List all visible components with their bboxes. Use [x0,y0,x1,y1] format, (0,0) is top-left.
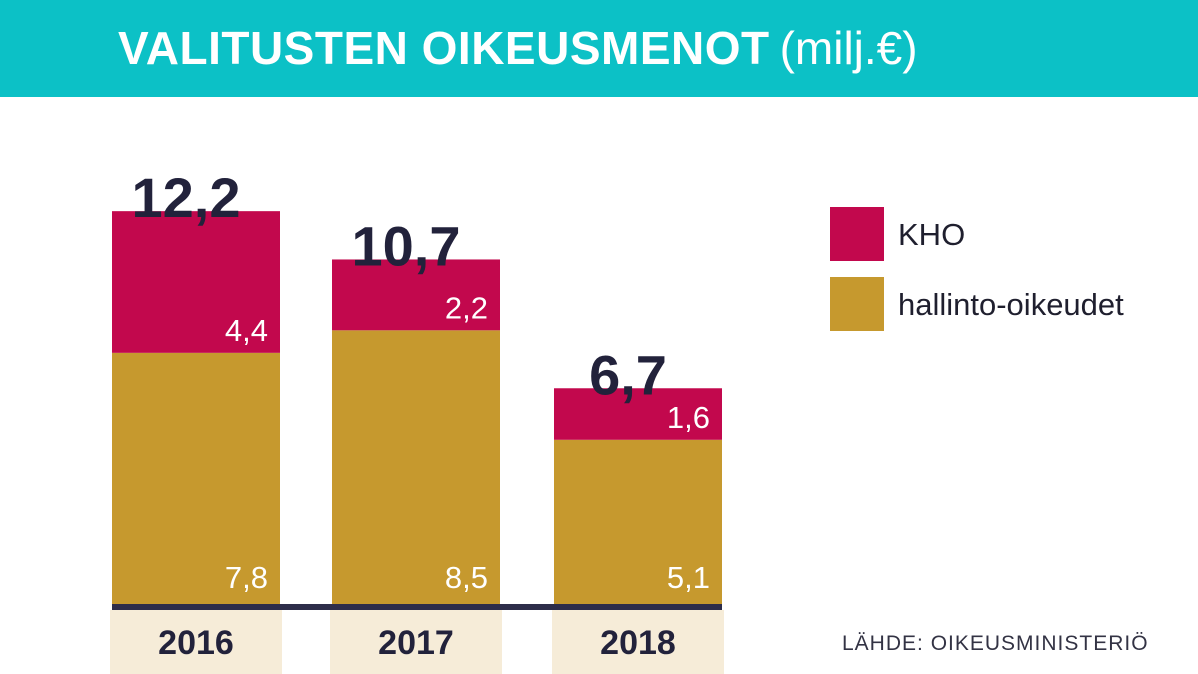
category-label-bg [552,610,724,674]
category-label: 2018 [600,624,676,662]
data-label: 7,8 [225,560,268,595]
data-label: 1,6 [667,400,710,435]
title-unit: (milj.€) [779,22,918,74]
bar-hallinto-oikeudet-2016 [112,352,280,604]
legend-label-kho: KHO [898,217,966,252]
data-label: 2,2 [445,290,488,325]
data-label: 8,5 [445,560,488,595]
source-note: LÄHDE: OIKEUSMINISTERIÖ [842,632,1149,655]
chart-title: VALITUSTEN OIKEUSMENOT (milj.€) [118,22,918,74]
bar-hallinto-oikeudet-2018 [554,439,722,604]
category-label-bg [110,610,282,674]
legend-label-hallinto-oikeudet: hallinto-oikeudet [898,287,1124,322]
category-label: 2016 [158,624,234,662]
bar-kho-2017 [332,259,500,331]
total-label: 10,7 [352,214,461,277]
data-label: 5,1 [667,560,710,595]
bar-kho-2016 [112,211,280,353]
data-label: 4,4 [225,313,268,348]
total-label: 12,2 [132,166,241,229]
category-label: 2017 [378,624,454,662]
bar-kho-2018 [554,388,722,440]
category-label-bg [330,610,502,674]
bar-hallinto-oikeudet-2017 [332,330,500,604]
legend-swatch-hallinto-oikeudet [830,277,884,331]
total-label: 6,7 [589,343,667,406]
title-bar: VALITUSTEN OIKEUSMENOT (milj.€) [0,0,1198,97]
x-axis-baseline [112,604,722,610]
title-main: VALITUSTEN OIKEUSMENOT [118,22,770,74]
legend-swatch-kho [830,207,884,261]
